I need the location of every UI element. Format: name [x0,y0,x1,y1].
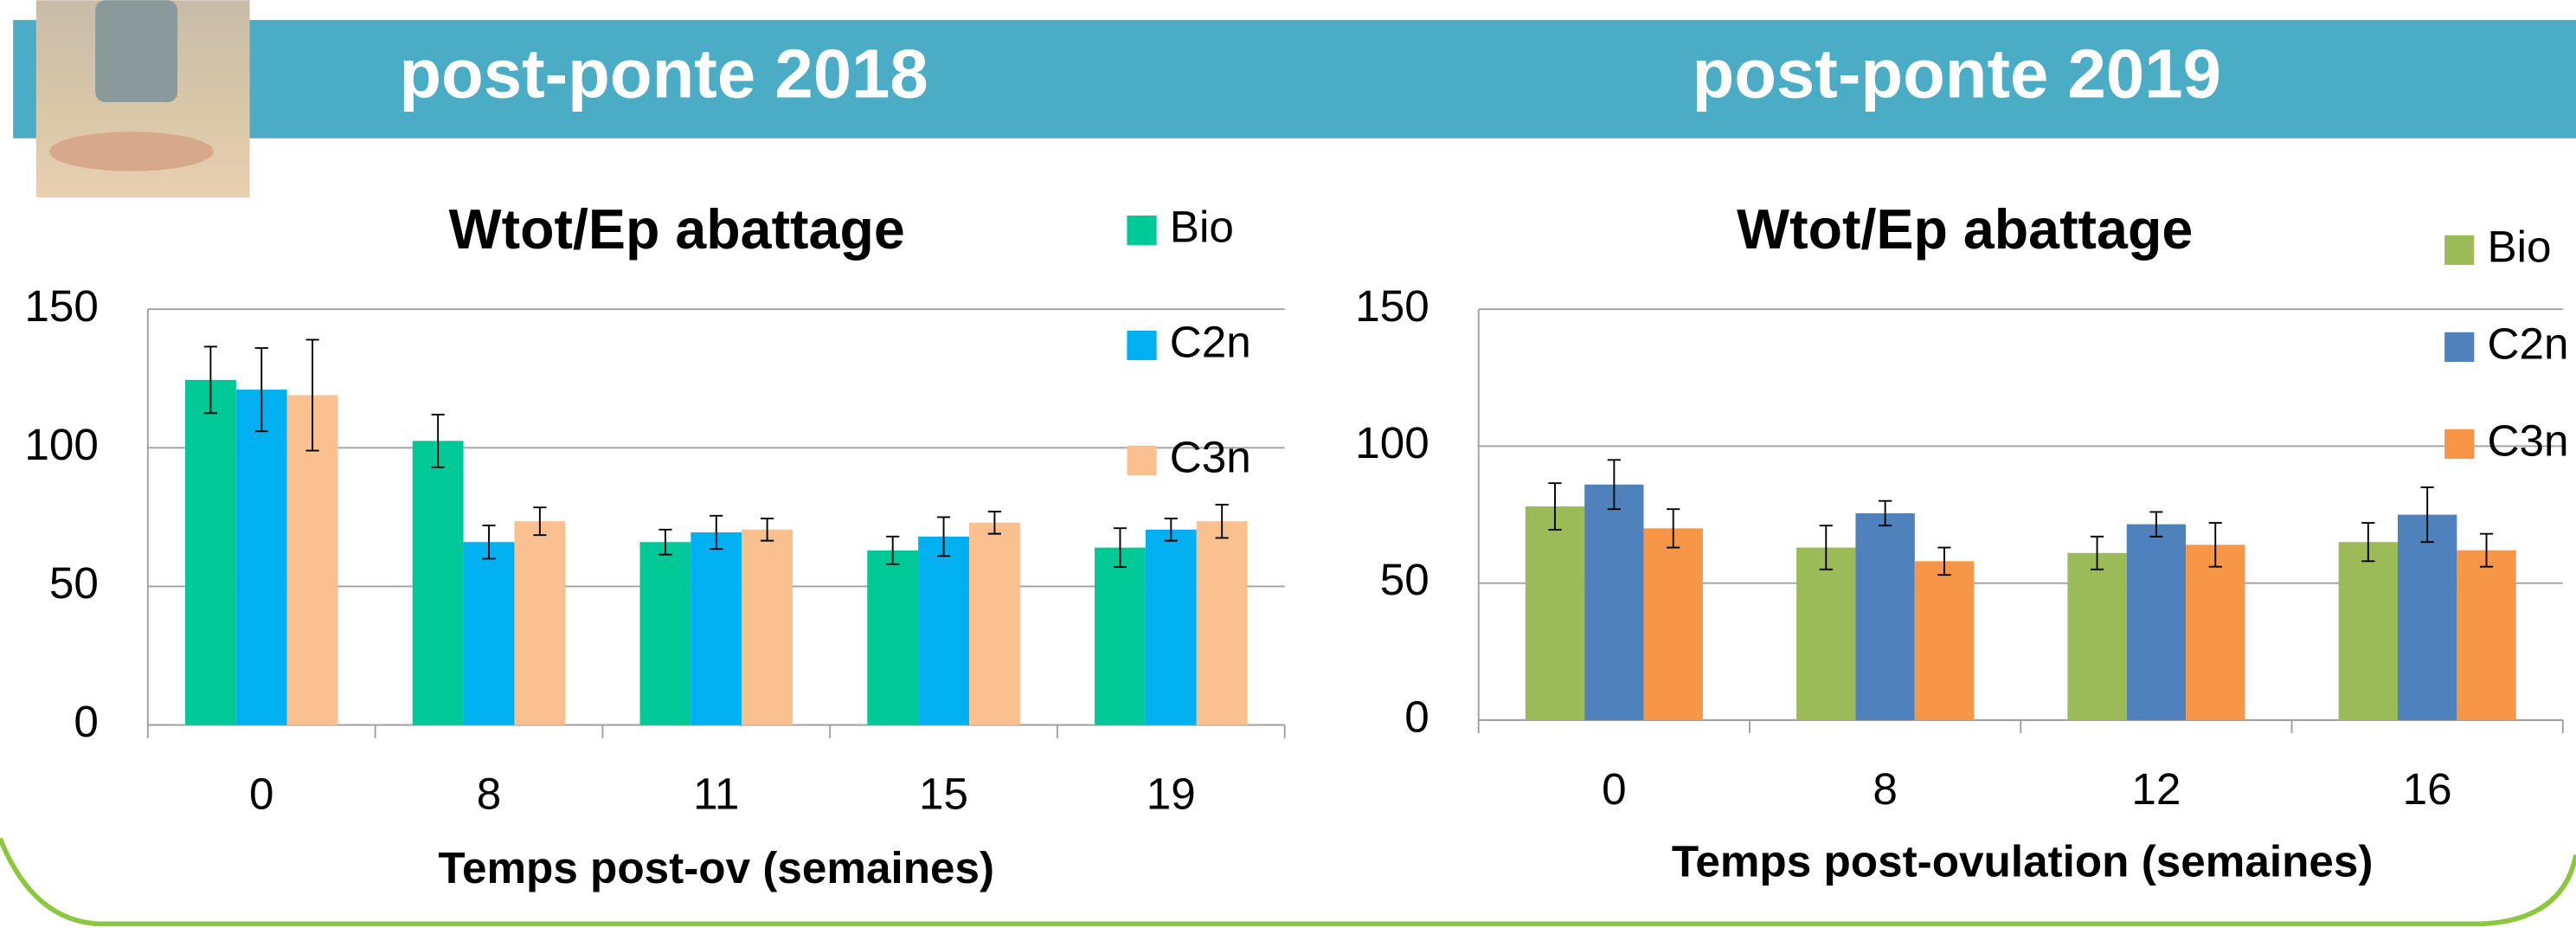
x-tick-label: 0 [249,770,274,819]
legend-label: Bio [2487,222,2551,271]
legend-swatch [2444,429,2474,459]
chart-title: Wtot/Ep abattage [1737,198,2193,261]
bar [1796,548,1855,720]
bar [413,441,464,725]
bar [236,390,287,725]
bar [918,537,969,725]
bar [1197,521,1248,725]
legend-label: C2n [2487,319,2568,368]
slide: post-ponte 2018 post-ponte 2019 Wtot/Ep … [0,0,2576,934]
bar [691,532,742,725]
chart-title: Wtot/Ep abattage [449,198,905,261]
y-tick-label: 150 [24,281,99,331]
x-tick-label: 11 [693,770,739,819]
bar [514,521,565,725]
legend-label: C3n [2487,415,2568,465]
bar [1644,528,1703,720]
x-tick-label: 0 [1602,764,1627,814]
legend-label: C3n [1170,432,1251,481]
bar [2398,515,2457,720]
bar [464,542,515,725]
bar [742,530,793,725]
x-tick-label: 19 [1147,770,1196,819]
legend-swatch [1127,216,1156,245]
legend-label: Bio [1170,203,1234,252]
bar [2127,525,2186,720]
bar [1915,561,1974,720]
legend-swatch [1127,446,1156,475]
banner-title: post-ponte 2018 [399,35,928,112]
y-tick-label: 100 [24,420,99,469]
photo-fish [49,132,214,171]
bar [2339,542,2398,720]
bar [1095,548,1146,725]
y-tick-label: 50 [1380,555,1429,604]
x-tick-label: 15 [919,770,968,819]
bar [640,542,691,725]
bar [185,380,236,725]
y-tick-label: 100 [1355,418,1429,467]
photo-device [95,0,177,102]
bar [2067,553,2126,720]
bar [1146,530,1197,725]
bar [2457,551,2515,720]
bar [867,551,918,725]
bar [969,523,1020,725]
bar [1584,485,1643,720]
page: post-ponte 2018 post-ponte 2019 Wtot/Ep … [0,0,2576,934]
bar [1855,513,1914,720]
x-axis-label: Temps post-ovulation (semaines) [1672,837,2374,886]
bar [2186,544,2245,720]
legend-swatch [2444,235,2474,265]
banner-title: post-ponte 2019 [1693,35,2221,112]
x-tick-label: 16 [2403,764,2452,814]
x-tick-label: 8 [1873,764,1898,814]
legend-swatch [1127,331,1156,360]
bar [1526,506,1584,720]
y-tick-label: 0 [74,697,99,746]
y-tick-label: 150 [1355,281,1429,331]
x-tick-label: 12 [2131,764,2181,814]
legend-label: C2n [1170,318,1251,367]
legend-swatch [2444,332,2474,362]
x-axis-label: Temps post-ov (semaines) [438,843,994,892]
y-tick-label: 0 [1404,692,1429,741]
x-tick-label: 8 [477,770,502,819]
y-tick-label: 50 [49,558,99,608]
